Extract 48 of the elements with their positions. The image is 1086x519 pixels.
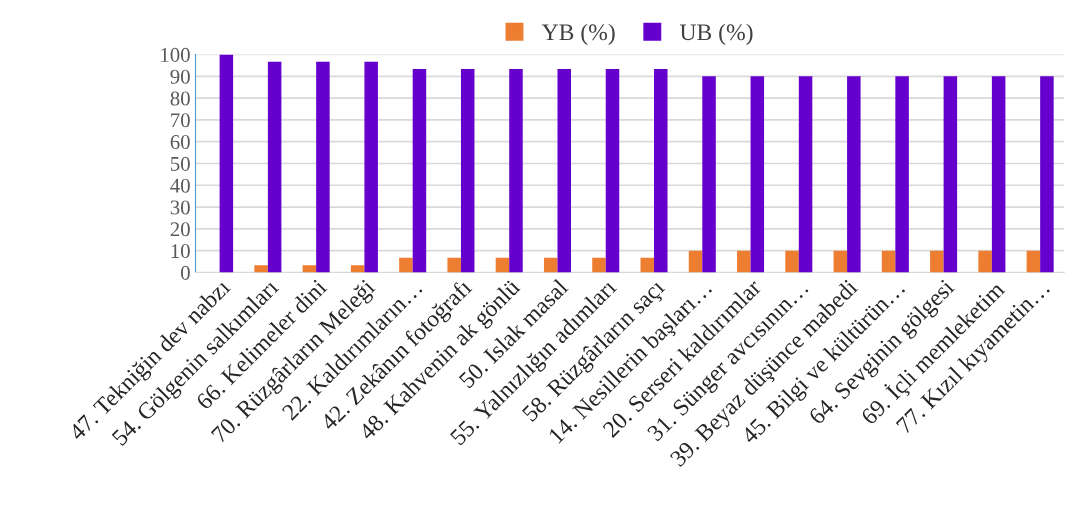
bar	[447, 257, 461, 273]
y-tick-label: 100	[161, 47, 190, 62]
y-tick-label: 10	[171, 244, 190, 259]
y-tick-label: 90	[170, 69, 190, 84]
bar	[943, 76, 958, 273]
bar	[219, 54, 234, 273]
bar	[399, 257, 413, 273]
bar	[254, 265, 268, 273]
bar	[785, 250, 799, 273]
bar	[978, 250, 992, 273]
bar	[737, 250, 751, 273]
bar	[267, 61, 282, 273]
bar	[302, 265, 317, 273]
bar	[543, 257, 558, 273]
bar	[495, 257, 510, 273]
bar	[654, 69, 668, 273]
bar	[509, 69, 523, 273]
bar	[688, 250, 703, 273]
bar	[640, 257, 655, 273]
bar	[316, 61, 330, 273]
bar	[702, 76, 716, 273]
bar	[592, 257, 606, 273]
y-tick-label: 50	[171, 156, 190, 171]
bar	[930, 250, 944, 273]
y-tick-label: 0	[181, 265, 190, 280]
bar	[847, 76, 861, 273]
y-tick-label: 20	[170, 222, 190, 237]
bar	[412, 69, 427, 273]
legend-label: UB (%)	[679, 23, 753, 46]
bar	[750, 76, 765, 273]
bar	[881, 250, 896, 273]
bar	[1040, 76, 1054, 273]
bar	[605, 69, 620, 273]
bar	[895, 76, 909, 273]
y-tick-label: 30	[170, 200, 190, 215]
bar	[557, 69, 571, 273]
bar	[350, 265, 365, 273]
y-tick-label: 70	[171, 113, 190, 128]
bar	[1026, 250, 1041, 273]
bar	[460, 69, 475, 273]
y-tick-label: 60	[170, 135, 190, 150]
bar	[833, 250, 848, 273]
legend-label: YB (%)	[541, 23, 615, 46]
bar	[991, 76, 1006, 273]
y-tick-label: 80	[170, 91, 190, 106]
bar	[364, 61, 378, 273]
y-tick-label: 40	[170, 178, 190, 193]
bar	[798, 76, 813, 273]
